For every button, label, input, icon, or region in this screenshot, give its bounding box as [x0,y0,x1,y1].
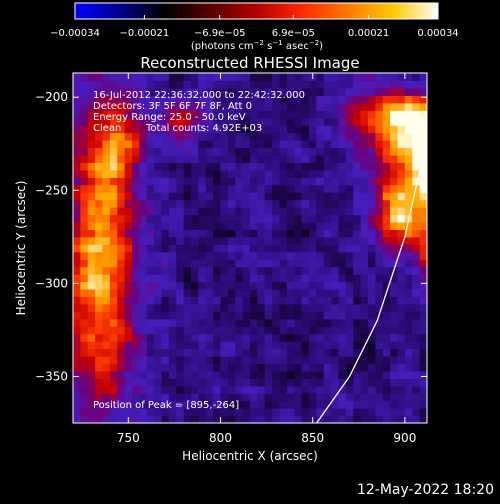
y-tick-label: −250 [35,183,68,197]
y-tick-label: −200 [35,90,68,104]
annotation-energy: Energy Range: 25.0 - 50.0 keV [93,112,246,123]
colorbar: −0.00034 −0.00021 −6.9e−05 6.9e−05 0.00021 0.… [50,2,459,52]
peak-position-label: Position of Peak = [895,-264] [93,400,239,411]
y-tick-label: −300 [35,276,68,290]
colorbar-tick-label: −6.9e−05 [194,28,246,39]
annotation-block: 16-Jul-2012 22:36:32.000 to 22:42:32.000… [93,90,305,134]
colorbar-gradient [74,2,439,20]
colorbar-ticks: −0.00034 −0.00021 −6.9e−05 6.9e−05 0.00021 0.… [50,15,459,39]
solar-limb-curve [315,138,427,423]
timestamp: 12-May-2022 18:20 [357,482,494,498]
x-tick-label: 750 [117,431,140,445]
colorbar-tick-label: 0.00021 [348,28,389,39]
colorbar-tick-label: 0.00034 [417,28,458,39]
colorbar-units: (photons cm−2 s−1 asec−2) [191,39,323,52]
x-tick-label: 800 [209,431,232,445]
x-tick-label: 900 [393,431,416,445]
y-tick-label: −350 [35,369,68,383]
chart-title: Reconstructed RHESSI Image [140,54,359,72]
colorbar-tick-label: −0.00021 [120,28,170,39]
x-axis-label: Heliocentric X (arcsec) [182,449,318,463]
axis-ticks: 750 800 850 900 −200 −250 −300 −350 [35,73,427,445]
x-tick-label: 850 [301,431,324,445]
colorbar-tick-label: −0.00034 [50,28,100,39]
y-axis-label: Heliocentric Y (arcsec) [14,181,28,316]
plot-frame [72,72,428,424]
annotation-time: 16-Jul-2012 22:36:32.000 to 22:42:32.000 [93,90,305,101]
heatmap-image [73,73,427,423]
annotation-detectors: Detectors: 3F 5F 6F 7F 8F, Att 0 [93,101,252,112]
annotation-clean: Clean [93,123,121,134]
annotation-counts: Total counts: 4.92E+03 [145,123,262,134]
colorbar-tick-label: 6.9e−05 [272,28,315,39]
